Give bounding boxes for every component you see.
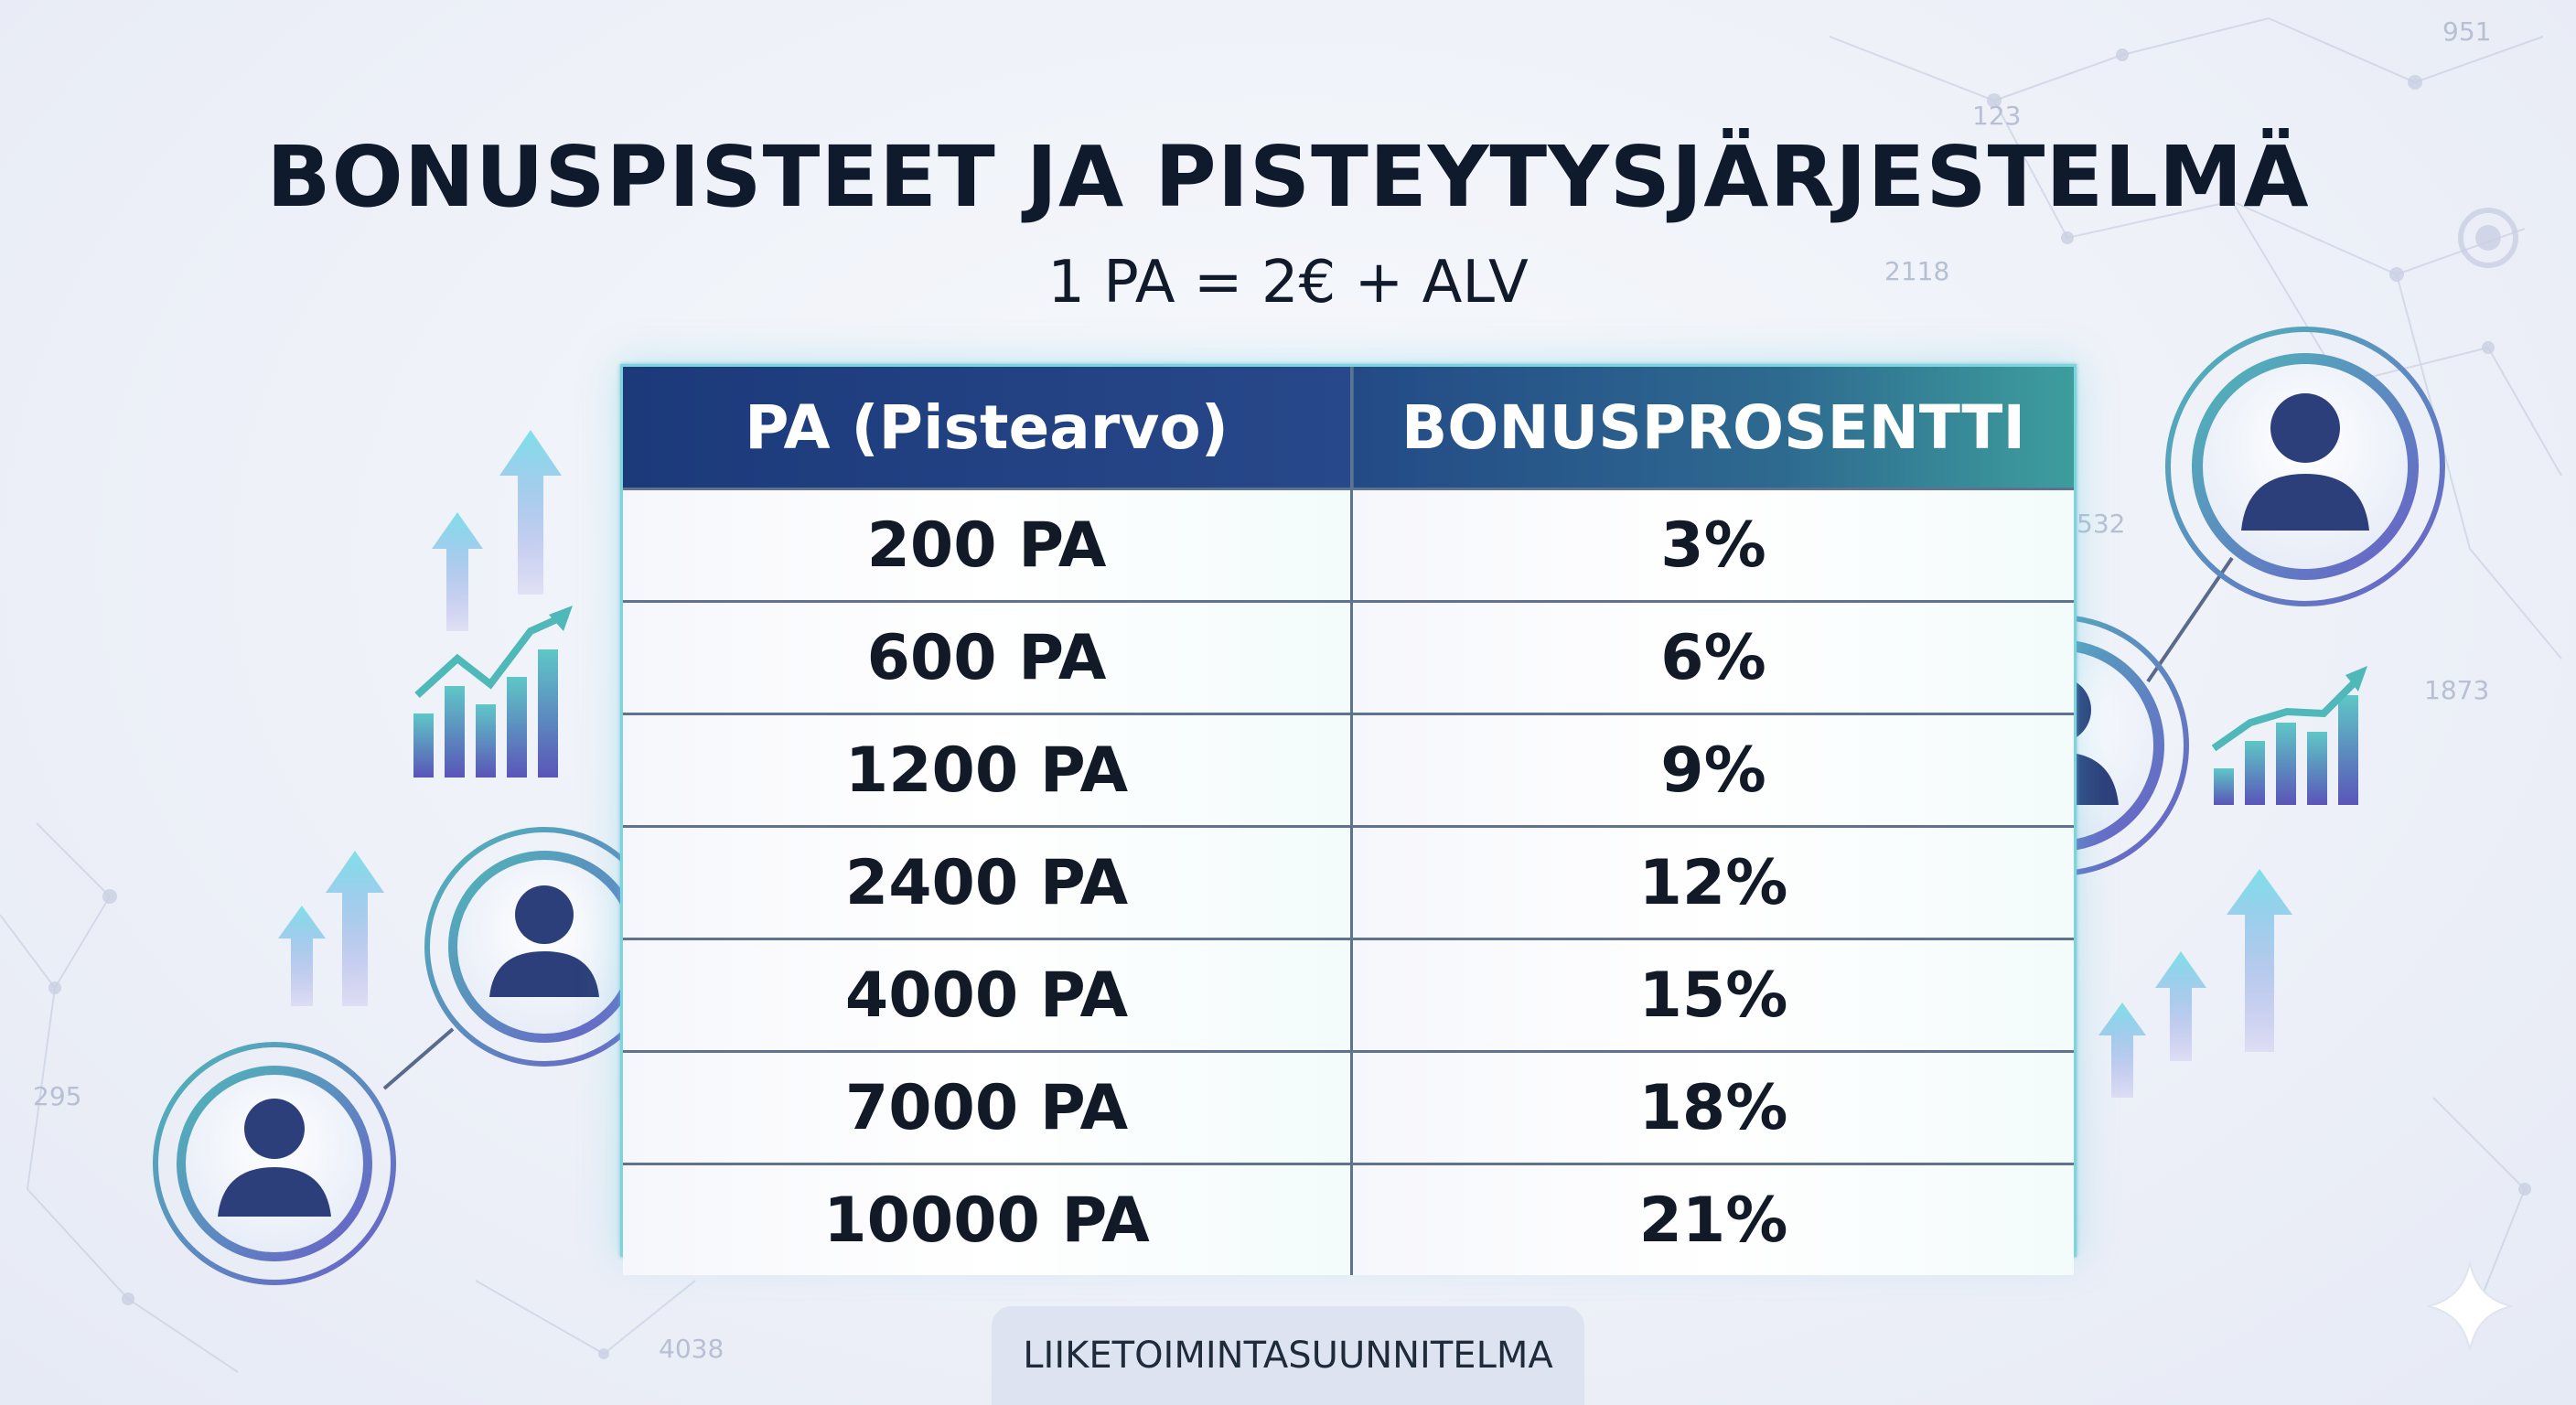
growth-chart-icon xyxy=(413,606,573,778)
column-header-pa: PA (Pistearvo) xyxy=(623,367,1353,489)
table-row: 10000 PA 21% xyxy=(623,1163,2074,1275)
pa-cell: 7000 PA xyxy=(623,1050,1353,1164)
bonus-cell: 12% xyxy=(1351,825,2074,939)
svg-text:123: 123 xyxy=(1972,101,2021,131)
table-row: 200 PA 3% xyxy=(623,488,2074,602)
sparkle-icon xyxy=(2427,1261,2513,1351)
page-title: BONUSPISTEET JA PISTEYTYSJÄRJESTELMÄ xyxy=(266,128,2310,226)
pa-cell: 2400 PA xyxy=(623,825,1353,939)
table-row: 600 PA 6% xyxy=(623,600,2074,714)
column-header-bonus: BONUSPROSENTTI xyxy=(1351,367,2074,489)
table-row: 2400 PA 12% xyxy=(623,825,2074,939)
bonus-table: PA (Pistearvo) BONUSPROSENTTI 200 PA 3% … xyxy=(620,364,2077,1275)
bonus-cell: 3% xyxy=(1351,488,2074,602)
svg-text:532: 532 xyxy=(2077,509,2125,539)
up-arrow-icon xyxy=(278,430,562,1006)
svg-text:4038: 4038 xyxy=(659,1334,724,1364)
page-subtitle: 1 PA = 2€ + ALV xyxy=(1047,249,1529,316)
pa-cell: 200 PA xyxy=(623,488,1353,602)
bonus-cell: 9% xyxy=(1351,713,2074,827)
pa-cell: 1200 PA xyxy=(623,713,1353,827)
person-icon xyxy=(153,1042,396,1285)
footer-label: LIIKETOIMINTASUUNNITELMA xyxy=(992,1306,1584,1405)
bonus-cell: 6% xyxy=(1351,600,2074,714)
bonus-cell: 18% xyxy=(1351,1050,2074,1164)
table-row: 4000 PA 15% xyxy=(623,938,2074,1052)
svg-text:295: 295 xyxy=(33,1081,81,1111)
svg-text:1873: 1873 xyxy=(2424,675,2489,705)
bonus-cell: 21% xyxy=(1351,1163,2074,1275)
svg-text:951: 951 xyxy=(2442,16,2491,47)
pa-cell: 4000 PA xyxy=(623,938,1353,1052)
person-icon xyxy=(2165,327,2445,606)
pa-cell: 10000 PA xyxy=(623,1163,1353,1275)
table-row: 7000 PA 18% xyxy=(623,1050,2074,1164)
table-row: 1200 PA 9% xyxy=(623,713,2074,827)
bonus-cell: 15% xyxy=(1351,938,2074,1052)
table-header-row: PA (Pistearvo) BONUSPROSENTTI xyxy=(623,367,2074,489)
pa-cell: 600 PA xyxy=(623,600,1353,714)
svg-text:2118: 2118 xyxy=(1884,256,1949,286)
